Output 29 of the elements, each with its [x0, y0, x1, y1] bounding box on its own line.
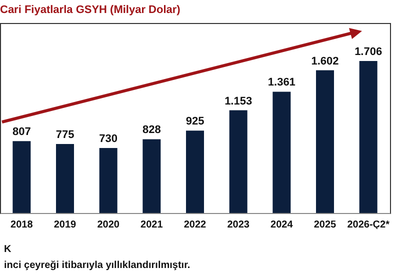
text: inci çeyreği itibarıyla yıllıklandırılmıştır. [4, 260, 190, 271]
bar [316, 70, 334, 213]
x-tick-label: 2023 [227, 220, 250, 230]
x-tick-label: 2019 [54, 220, 77, 230]
bar [142, 139, 161, 213]
chart-title: Cari Fiyatlarla GSYH (Milyar Dolar) [0, 4, 181, 16]
bar [99, 148, 118, 213]
data-label: 925 [186, 116, 204, 128]
x-tick-label: 2018 [10, 220, 34, 230]
bar [359, 61, 378, 213]
text: K [4, 244, 12, 255]
x-tick-label: 2022 [184, 220, 207, 230]
x-tick-label: 2024 [270, 220, 294, 230]
data-label: 828 [142, 124, 161, 136]
data-label: 775 [56, 128, 74, 141]
x-tick-label: 2021 [140, 220, 164, 230]
data-label: 1.602 [311, 55, 339, 68]
bar [229, 110, 248, 213]
data-label: 1.153 [224, 95, 252, 108]
data-label: 1.706 [354, 46, 382, 58]
data-label: 807 [12, 126, 31, 138]
data-label: 730 [99, 132, 118, 145]
bar [272, 92, 291, 213]
x-tick-label: 2025 [314, 220, 337, 230]
data-label: 1.361 [268, 76, 296, 89]
bar [186, 130, 204, 213]
bar [56, 144, 74, 213]
bar [12, 141, 31, 213]
x-tick-label: 2020 [97, 220, 120, 230]
